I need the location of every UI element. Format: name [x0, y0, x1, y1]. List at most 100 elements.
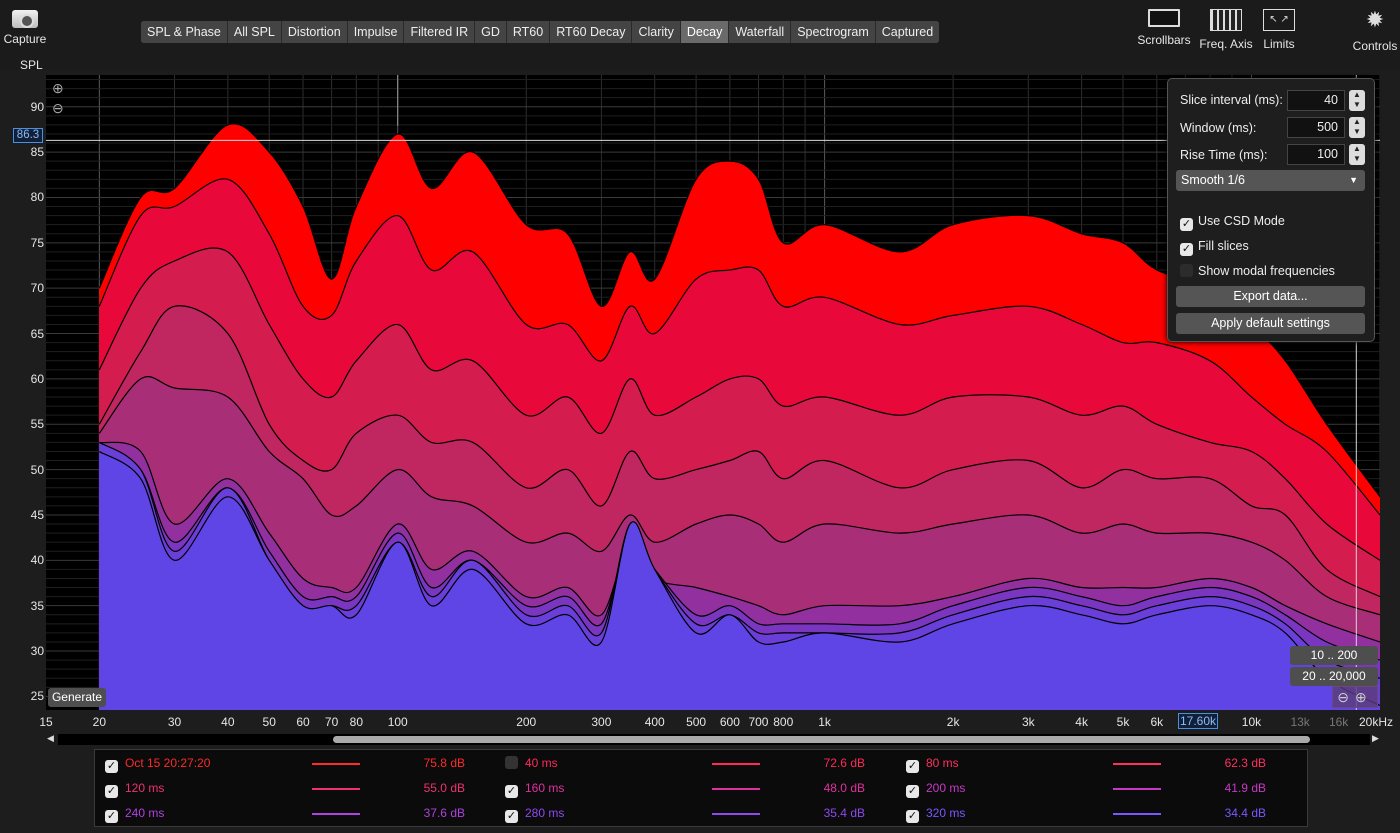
- freq-axis-button[interactable]: Freq. Axis: [1198, 9, 1254, 51]
- zoom-out-icon[interactable]: ⊖: [52, 100, 64, 116]
- legend-value: 37.6 dB: [423, 806, 465, 820]
- decay-settings-panel: Slice interval (ms): 40 ▲ ▼ Window (ms): …: [1167, 78, 1375, 342]
- x-tick-label: 700: [748, 715, 769, 729]
- tab-rt60[interactable]: RT60: [506, 21, 551, 43]
- legend-item[interactable]: ✓ 80 ms: [906, 756, 959, 773]
- rise-time-label: Rise Time (ms):: [1180, 148, 1268, 162]
- show-modal-checkbox[interactable]: Show modal frequencies: [1180, 264, 1335, 278]
- window-stepper[interactable]: ▲ ▼: [1349, 117, 1365, 138]
- camera-icon: [12, 10, 38, 28]
- apply-defaults-button[interactable]: Apply default settings: [1176, 313, 1365, 334]
- legend-item[interactable]: ✓ 200 ms: [906, 781, 965, 798]
- checkbox-checked-icon[interactable]: ✓: [906, 760, 919, 773]
- tab-filtered-ir[interactable]: Filtered IR: [404, 21, 476, 43]
- rise-time-stepper[interactable]: ▲ ▼: [1349, 144, 1365, 165]
- window-label: Window (ms):: [1180, 121, 1257, 135]
- checkbox-checked-icon[interactable]: ✓: [105, 810, 118, 823]
- x-tick-label: 3k: [1021, 715, 1035, 729]
- zoom-in-icon[interactable]: ⊕: [52, 80, 64, 96]
- checkbox-checked-icon: ✓: [1180, 218, 1193, 231]
- show-modal-label: Show modal frequencies: [1198, 264, 1335, 278]
- capture-button[interactable]: Capture: [2, 8, 48, 56]
- tab-impulse[interactable]: Impulse: [347, 21, 405, 43]
- controls-button[interactable]: ✹ Controls: [1350, 9, 1400, 54]
- tab-decay[interactable]: Decay: [680, 21, 730, 43]
- zoom-controls[interactable]: ⊖⊕: [1332, 686, 1378, 708]
- decay-slice-line-0: [98, 123, 1380, 498]
- checkbox-unchecked-icon[interactable]: [505, 756, 518, 769]
- use-csd-label: Use CSD Mode: [1198, 214, 1285, 228]
- tab-distortion[interactable]: Distortion: [281, 21, 348, 43]
- legend-line-swatch: [1113, 813, 1161, 815]
- tab-spectrogram[interactable]: Spectrogram: [791, 21, 876, 43]
- checkbox-checked-icon[interactable]: ✓: [105, 760, 118, 773]
- scroll-left-arrow-icon[interactable]: ◀: [47, 733, 54, 743]
- checkbox-checked-icon[interactable]: ✓: [505, 810, 518, 823]
- legend-item[interactable]: ✓ Oct 15 20:27:20: [105, 756, 210, 773]
- fill-slices-checkbox[interactable]: ✓ Fill slices: [1180, 239, 1249, 256]
- slice-interval-input[interactable]: 40: [1287, 90, 1345, 111]
- legend-item[interactable]: ✓ 280 ms: [505, 806, 564, 823]
- decay-plot[interactable]: ⊕ ⊖: [46, 75, 1380, 710]
- checkbox-checked-icon[interactable]: ✓: [906, 810, 919, 823]
- y-range-button[interactable]: 10 .. 200: [1290, 646, 1378, 665]
- export-data-button[interactable]: Export data...: [1176, 286, 1365, 307]
- x-tick-label: 5k: [1116, 715, 1130, 729]
- tab-waterfall[interactable]: Waterfall: [729, 21, 792, 43]
- y-tick-label: 70: [30, 281, 44, 296]
- tab-spl-phase[interactable]: SPL & Phase: [141, 21, 228, 43]
- x-tick-label: 1k: [818, 715, 831, 729]
- cursor-y-readout: 86.3: [13, 128, 43, 143]
- limits-label: Limits: [1263, 37, 1295, 51]
- x-tick-label: 300: [591, 715, 612, 729]
- limits-button[interactable]: ↖ ↗ Limits: [1259, 9, 1299, 51]
- window-input[interactable]: 500: [1287, 117, 1345, 138]
- horizontal-scrollbar[interactable]: [58, 734, 1370, 745]
- smoothing-value: Smooth 1/6: [1181, 173, 1245, 187]
- x-range-button[interactable]: 20 .. 20,000: [1290, 667, 1378, 686]
- legend-item[interactable]: ✓ 320 ms: [906, 806, 965, 823]
- legend-line-swatch: [312, 763, 360, 765]
- checkbox-checked-icon[interactable]: ✓: [906, 785, 919, 798]
- legend-line-swatch: [312, 788, 360, 790]
- legend-item[interactable]: ✓ 120 ms: [105, 781, 164, 798]
- tab-clarity[interactable]: Clarity: [632, 21, 681, 43]
- tab-rt60-decay[interactable]: RT60 Decay: [550, 21, 633, 43]
- legend-label: 80 ms: [926, 756, 959, 770]
- x-tick-label: 13k: [1290, 715, 1310, 729]
- legend-item[interactable]: ✓ 240 ms: [105, 806, 164, 823]
- tab-all-spl[interactable]: All SPL: [227, 21, 282, 43]
- scroll-right-arrow-icon[interactable]: ▶: [1372, 733, 1379, 743]
- x-tick-label: 20kHz: [1358, 715, 1394, 729]
- legend-line-swatch: [712, 813, 760, 815]
- legend-label: 280 ms: [525, 806, 565, 820]
- x-tick-label: 50: [262, 715, 276, 729]
- x-tick-label: 16k: [1328, 715, 1349, 729]
- legend-line-swatch: [712, 763, 760, 765]
- legend-label: 40 ms: [525, 756, 558, 770]
- x-tick-label: 20: [92, 715, 107, 729]
- y-tick-label: 45: [30, 507, 44, 522]
- use-csd-checkbox[interactable]: ✓ Use CSD Mode: [1180, 214, 1285, 231]
- slice-interval-stepper[interactable]: ▲ ▼: [1349, 90, 1365, 111]
- freq-axis-icon: [1210, 9, 1242, 31]
- legend-item[interactable]: 40 ms: [505, 756, 558, 770]
- checkbox-checked-icon[interactable]: ✓: [105, 785, 118, 798]
- minus-circle-icon[interactable]: ⊖: [1337, 689, 1355, 705]
- cursor-x-readout: 17.60k: [1178, 713, 1218, 729]
- legend-item[interactable]: ✓ 160 ms: [505, 781, 564, 798]
- x-tick-label: 60: [296, 715, 310, 729]
- plus-circle-icon[interactable]: ⊕: [1355, 689, 1373, 705]
- scrollbar-thumb[interactable]: [333, 736, 1310, 743]
- x-tick-label: 40: [221, 715, 235, 729]
- checkbox-checked-icon[interactable]: ✓: [505, 785, 518, 798]
- x-tick-label: 500: [686, 715, 707, 729]
- tab-gd[interactable]: GD: [475, 21, 507, 43]
- scrollbars-button[interactable]: Scrollbars: [1133, 9, 1195, 47]
- legend-label: 240 ms: [125, 806, 165, 820]
- rise-time-input[interactable]: 100: [1287, 144, 1345, 165]
- decay-chart[interactable]: [46, 75, 1380, 710]
- smoothing-select[interactable]: Smooth 1/6 ▼: [1176, 170, 1365, 191]
- tab-captured[interactable]: Captured: [875, 21, 940, 43]
- generate-button[interactable]: Generate: [48, 688, 106, 707]
